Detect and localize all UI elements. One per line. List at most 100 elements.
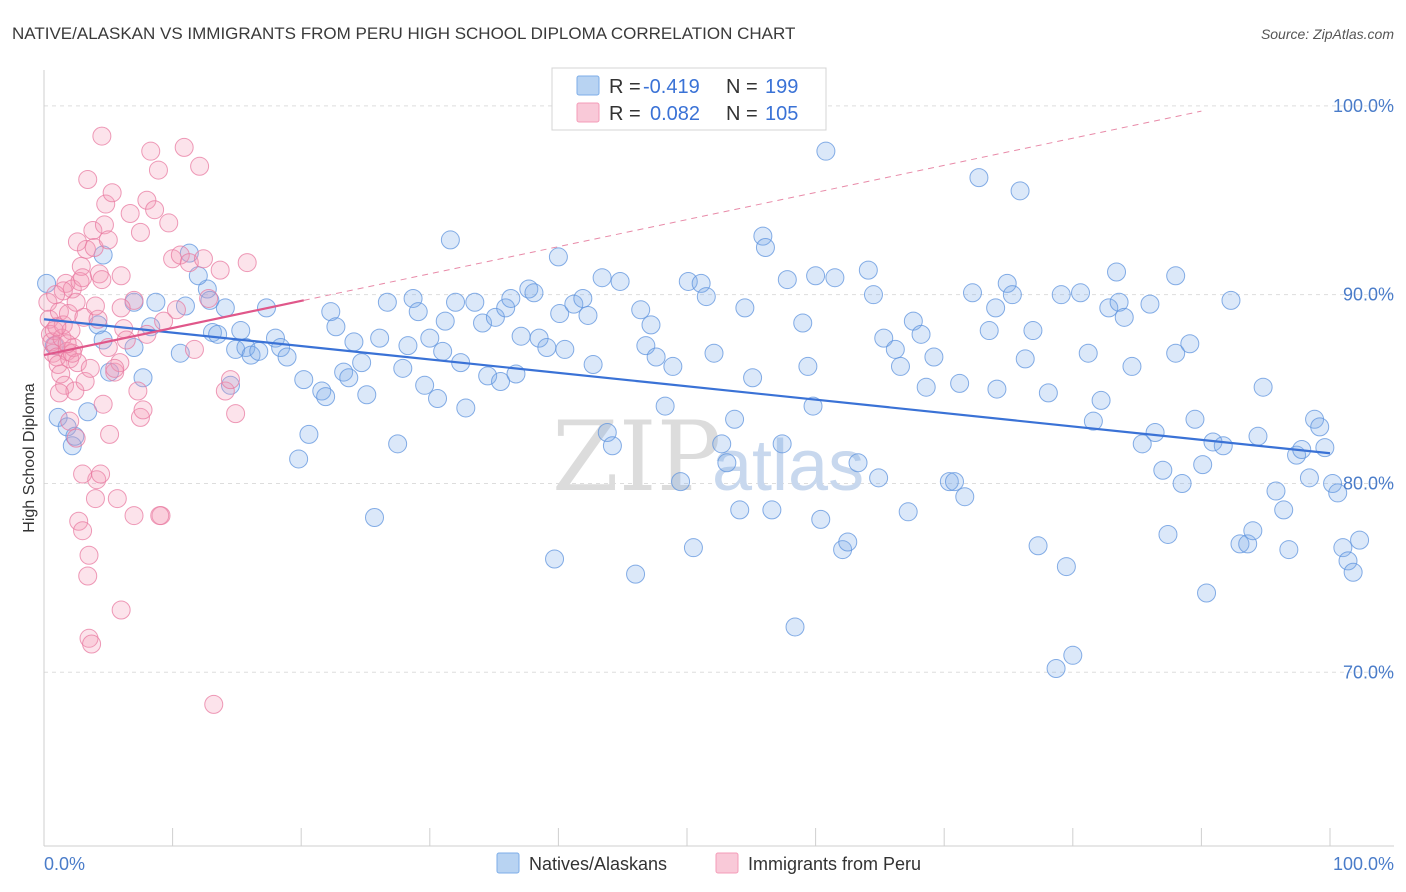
- point-natives-150: [1078, 343, 1098, 363]
- point-natives-171: [1221, 290, 1241, 310]
- point-natives-156: [1114, 307, 1134, 327]
- point-peru-53: [120, 203, 140, 223]
- point-natives-172: [1230, 534, 1250, 554]
- point-natives-140: [1010, 181, 1030, 201]
- point-peru-82: [73, 268, 93, 288]
- legend-n-label-peru: N =: [726, 103, 758, 125]
- point-natives-134: [962, 283, 982, 303]
- point-natives-114: [816, 141, 836, 161]
- x-tick-label-max: 100.0%: [1333, 854, 1394, 874]
- point-natives-60: [456, 398, 476, 418]
- point-natives-67: [501, 288, 521, 308]
- point-peru-77: [220, 370, 240, 390]
- point-natives-157: [1122, 356, 1142, 376]
- point-natives-198: [986, 298, 1006, 318]
- point-peru-99: [98, 230, 118, 250]
- point-natives-132: [950, 373, 970, 393]
- legend-r-value-peru: 0.082: [650, 103, 700, 125]
- point-natives-124: [890, 356, 910, 376]
- point-peru-10: [51, 364, 71, 384]
- point-natives-23: [220, 375, 240, 395]
- point-natives-22: [215, 298, 235, 318]
- point-natives-61: [465, 292, 485, 312]
- point-natives-57: [440, 230, 460, 250]
- point-peru-70: [184, 339, 204, 359]
- watermark-atlas: atlas: [712, 426, 864, 506]
- trend-lines: [43, 110, 1331, 455]
- point-peru-91: [150, 506, 170, 526]
- point-natives-117: [838, 532, 858, 552]
- watermark-zip: ZIP: [552, 401, 721, 513]
- legend-r-value-natives: -0.419: [643, 76, 700, 98]
- point-natives-191: [1350, 530, 1370, 550]
- point-natives-160: [1145, 423, 1165, 443]
- chart-source: Source: ZipAtlas.com: [1261, 26, 1394, 42]
- trend-line-peru: [43, 299, 304, 357]
- point-peru-98: [85, 489, 105, 509]
- point-natives-79: [578, 305, 598, 325]
- point-natives-94: [683, 538, 703, 558]
- point-peru-101: [130, 222, 150, 242]
- point-natives-120: [863, 285, 883, 305]
- point-peru-96: [73, 464, 93, 484]
- point-natives-100: [725, 409, 745, 429]
- point-natives-136: [979, 321, 999, 341]
- point-natives-163: [1166, 343, 1186, 363]
- point-natives-146: [1051, 285, 1071, 305]
- point-natives-168: [1197, 583, 1217, 603]
- point-natives-62: [473, 313, 493, 333]
- point-natives-113: [811, 509, 831, 529]
- point-natives-18: [197, 279, 217, 299]
- point-natives-92: [671, 472, 691, 492]
- point-natives-75: [550, 304, 570, 324]
- point-natives-84: [610, 271, 630, 291]
- point-natives-178: [1274, 500, 1294, 520]
- point-natives-102: [735, 298, 755, 318]
- point-peru-68: [174, 137, 194, 157]
- point-natives-81: [592, 268, 612, 288]
- scatter-points: [37, 126, 1370, 714]
- point-peru-37: [87, 470, 107, 490]
- point-peru-100: [111, 266, 131, 286]
- point-natives-15: [170, 343, 190, 363]
- point-natives-42: [344, 332, 364, 352]
- point-peru-55: [128, 381, 148, 401]
- point-natives-105: [755, 237, 775, 257]
- point-natives-115: [825, 268, 845, 288]
- point-natives-104: [753, 226, 773, 246]
- point-peru-102: [49, 383, 69, 403]
- point-natives-91: [663, 356, 683, 376]
- point-natives-197: [548, 247, 568, 267]
- point-natives-70: [519, 279, 539, 299]
- x-ticks: [172, 828, 1331, 846]
- point-peru-42: [93, 394, 113, 414]
- point-natives-9: [100, 362, 120, 382]
- point-natives-193: [433, 341, 453, 361]
- point-natives-98: [712, 434, 732, 454]
- point-natives-196: [188, 266, 208, 286]
- point-peru-75: [210, 260, 230, 280]
- point-peru-76: [215, 381, 235, 401]
- point-peru-50: [111, 600, 131, 620]
- point-natives-56: [435, 311, 455, 331]
- point-peru-35: [83, 220, 103, 240]
- point-peru-34: [82, 634, 102, 654]
- point-peru-85: [92, 126, 112, 146]
- point-natives-111: [798, 356, 818, 376]
- point-natives-128: [916, 377, 936, 397]
- point-natives-14: [146, 292, 166, 312]
- point-natives-158: [1132, 434, 1152, 454]
- y-tick-label-80: 80.0%: [1343, 473, 1394, 493]
- point-natives-131: [944, 472, 964, 492]
- point-natives-53: [415, 375, 435, 395]
- point-peru-95: [66, 428, 86, 448]
- point-peru-103: [46, 285, 66, 305]
- point-natives-147: [1056, 557, 1076, 577]
- point-peru-79: [237, 253, 257, 273]
- legend-r-label-peru: R =: [609, 103, 641, 125]
- point-natives-44: [357, 385, 377, 405]
- point-natives-135: [969, 168, 989, 188]
- point-natives-46: [370, 328, 390, 348]
- point-peru-88: [111, 298, 131, 318]
- chart-title: NATIVE/ALASKAN VS IMMIGRANTS FROM PERU H…: [12, 24, 795, 43]
